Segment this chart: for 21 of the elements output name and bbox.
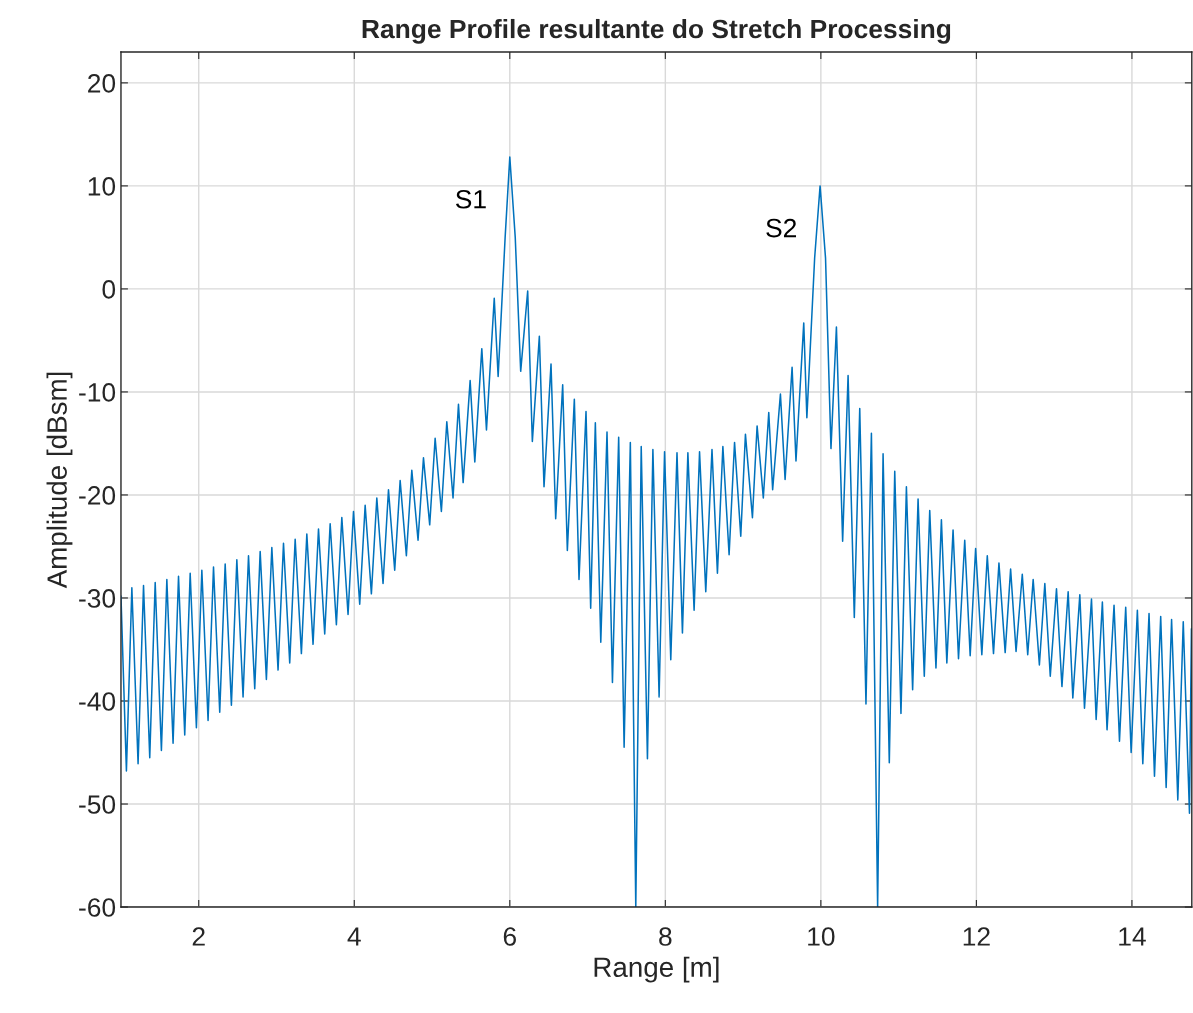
x-tick-label: 6 bbox=[503, 927, 516, 946]
x-axis-title: Range [m] bbox=[594, 956, 719, 983]
annotation: S2 bbox=[766, 218, 797, 238]
chart-title: Range Profile resultante do Stretch Processing bbox=[362, 18, 951, 44]
y-tick-label: 20 bbox=[88, 74, 116, 93]
y-tick-label: 0 bbox=[102, 280, 116, 299]
annotation: S1 bbox=[455, 189, 486, 209]
y-tick-label: 10 bbox=[88, 177, 116, 196]
y-tick-label: -40 bbox=[79, 692, 116, 711]
y-tick-label: -10 bbox=[79, 383, 116, 402]
x-tick-label: 12 bbox=[963, 927, 990, 946]
y-tick-label: -50 bbox=[79, 795, 116, 814]
x-tick-label: 8 bbox=[659, 927, 672, 946]
x-tick-label: 4 bbox=[347, 927, 361, 946]
x-tick-label: 10 bbox=[808, 927, 835, 946]
y-tick-label: -20 bbox=[79, 486, 116, 505]
y-tick-label: -30 bbox=[79, 589, 116, 608]
y-axis-title: Amplitude [dBsm] bbox=[46, 372, 73, 589]
y-tick-label: -60 bbox=[79, 898, 116, 917]
x-tick-label: 2 bbox=[192, 927, 205, 946]
x-tick-label: 14 bbox=[1119, 927, 1146, 946]
